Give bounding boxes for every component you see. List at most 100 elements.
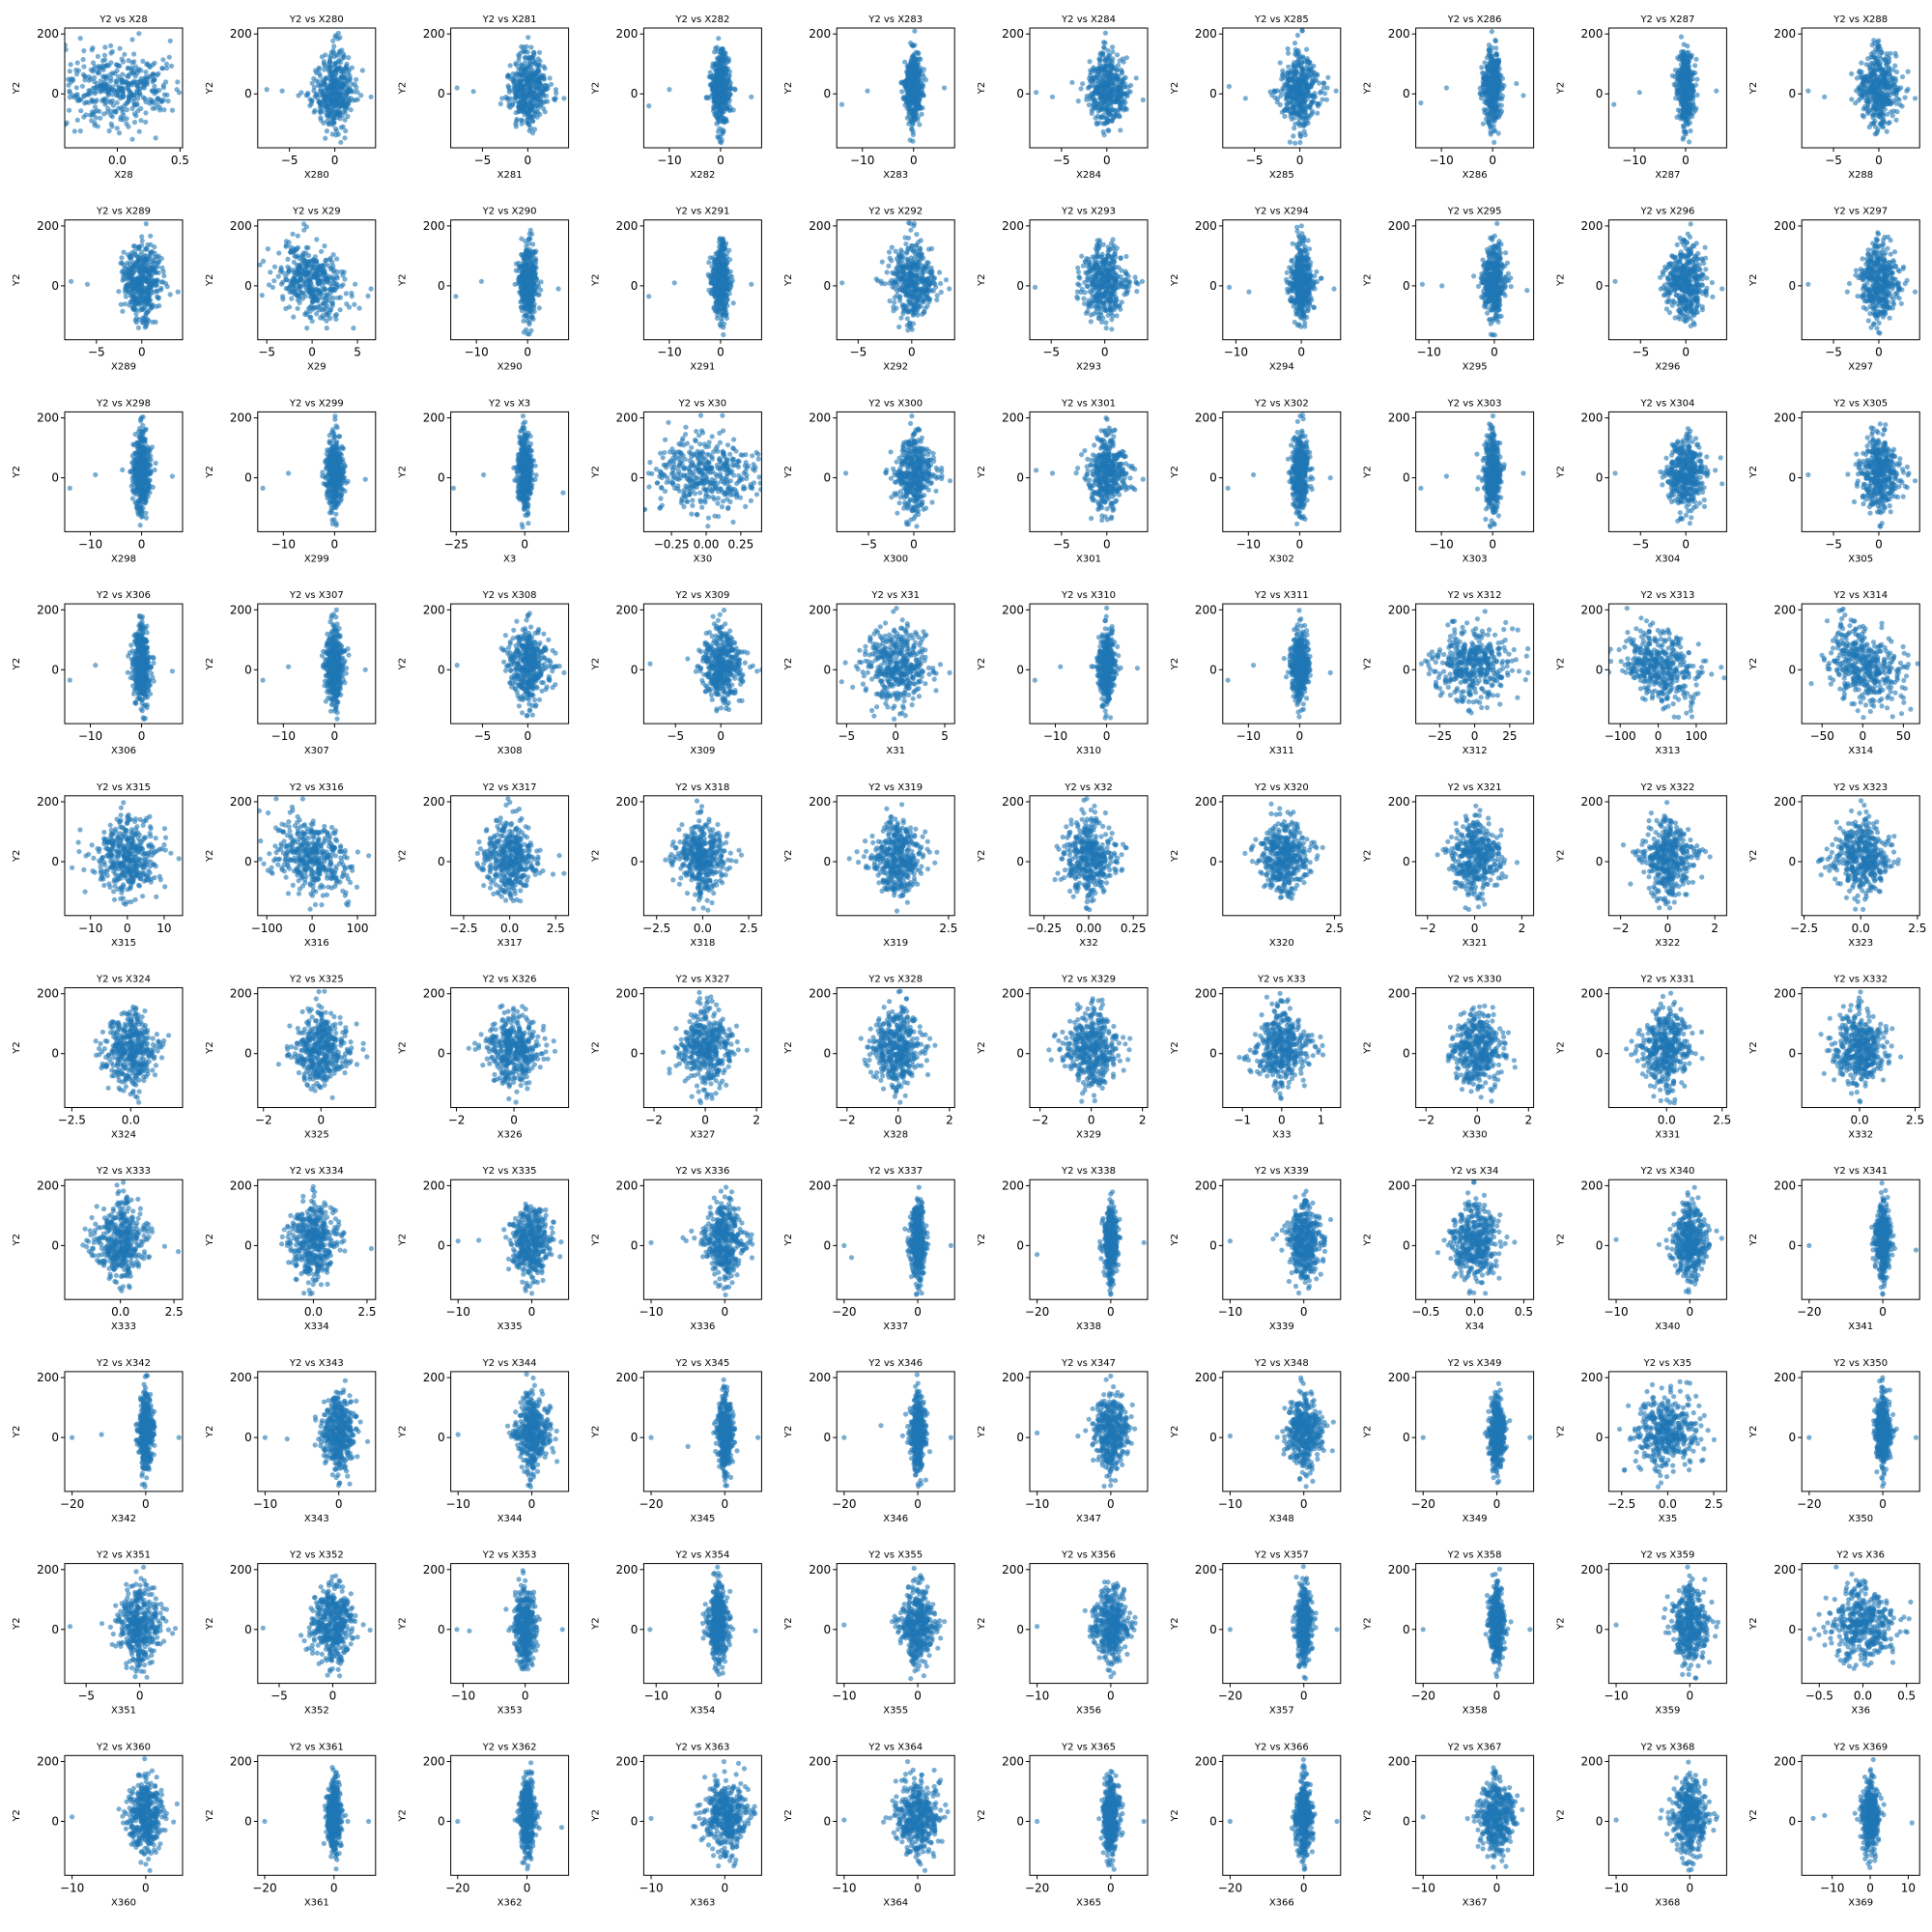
scatter-point [125, 66, 130, 71]
scatter-point [523, 60, 528, 66]
scatter-point [121, 117, 127, 123]
scatter-point [126, 81, 131, 87]
scatter-point [1875, 127, 1881, 132]
scatter-point [164, 284, 170, 290]
scatter-point [334, 93, 340, 99]
scatter-point [1320, 97, 1325, 102]
scatter-point [1278, 93, 1284, 99]
scatter-point [528, 103, 534, 109]
scatter-point [131, 69, 137, 74]
scatter-point [1694, 76, 1700, 82]
scatter-point [143, 110, 149, 116]
scatter-point [1118, 128, 1123, 133]
scatter-point [102, 88, 108, 94]
x-axis-label: X288 [1848, 170, 1873, 181]
scatter-point [1494, 65, 1500, 71]
scatter-point [1297, 132, 1303, 138]
scatter-point [1282, 81, 1288, 87]
y-tick-label: 0 [1403, 87, 1410, 100]
scatter-point [68, 62, 73, 68]
scatter-point [1285, 71, 1292, 76]
scatter-point [1849, 97, 1855, 102]
scatter-point [144, 62, 150, 68]
scatter-point [92, 78, 98, 84]
outlier-point [1242, 96, 1248, 101]
scatter-point [99, 98, 105, 103]
scatter-point [346, 101, 352, 107]
outlier-point [1636, 90, 1642, 96]
scatter-point [536, 68, 542, 73]
scatter-point [1282, 106, 1289, 113]
scatter-point [1894, 96, 1900, 101]
scatter-point [1119, 71, 1125, 76]
scatter-point [1315, 71, 1321, 77]
scatter-point [526, 35, 531, 41]
scatter-point [113, 62, 119, 68]
scatter-point [125, 99, 130, 105]
scatter-point [338, 139, 344, 145]
scatter-point [531, 58, 537, 64]
y-tick-label: 200 [1388, 27, 1410, 41]
scatter-point [130, 306, 136, 312]
scatter-point [158, 256, 164, 262]
y-tick-label: 200 [615, 27, 638, 41]
scatter-point [1692, 63, 1698, 69]
scatter-point [1687, 78, 1692, 85]
y-tick-label: 200 [1195, 27, 1217, 41]
scatter-point [1100, 128, 1106, 134]
scatter-point [1681, 86, 1687, 92]
scatter-point [327, 60, 333, 66]
scatter-point [533, 71, 539, 76]
scatter-point [1286, 50, 1292, 56]
y-axis-label: Y2 [1748, 82, 1759, 95]
subplot-title: Y2 vs X282 [674, 14, 729, 25]
x-axis-label: X287 [1655, 170, 1680, 181]
scatter-point [1899, 73, 1906, 80]
outlier-point [1443, 85, 1449, 91]
scatter-point [1902, 95, 1908, 100]
scatter-point [358, 93, 364, 99]
scatter-point [154, 270, 159, 275]
scatter-point [141, 82, 147, 88]
scatter-point [1495, 114, 1501, 120]
scatter-point [73, 85, 79, 91]
scatter-point [1086, 102, 1093, 108]
scatter-point [1103, 56, 1109, 63]
outlier-point [264, 87, 270, 93]
scatter-point [333, 128, 339, 134]
scatter-point [1485, 65, 1491, 71]
scatter-point [331, 100, 338, 106]
scatter-point [518, 50, 524, 56]
scatter-point [332, 71, 338, 77]
outlier-point [470, 89, 476, 95]
x-tick-label: −5 [1825, 154, 1842, 167]
scatter-point [140, 95, 146, 100]
scatter-point [332, 313, 338, 319]
scatter-point [138, 105, 144, 111]
scatter-point [902, 59, 908, 65]
scatter-point [1117, 58, 1122, 64]
scatter-point [106, 128, 112, 134]
y-tick-label: 0 [51, 87, 59, 100]
scatter-point [1080, 81, 1086, 87]
scatter-point [190, 101, 195, 106]
scatter-point [1122, 74, 1128, 80]
scatter-point [724, 89, 729, 96]
scatter-points [69, 221, 181, 330]
scatter-point [1905, 69, 1911, 74]
scatter-point [340, 124, 346, 129]
outlier-point [838, 101, 845, 107]
scatter-point [1280, 71, 1286, 77]
scatter-point [80, 71, 86, 77]
scatter-point [133, 113, 139, 119]
scatter-point [117, 45, 123, 51]
scatter-point [1483, 107, 1489, 114]
scatter-point [67, 90, 72, 96]
y-tick-label: 200 [230, 27, 252, 41]
scatter-point [82, 100, 88, 106]
scatter-point [116, 130, 123, 136]
scatter-point [1678, 34, 1685, 40]
scatter-point [1849, 71, 1855, 76]
scatter-point [114, 78, 120, 84]
